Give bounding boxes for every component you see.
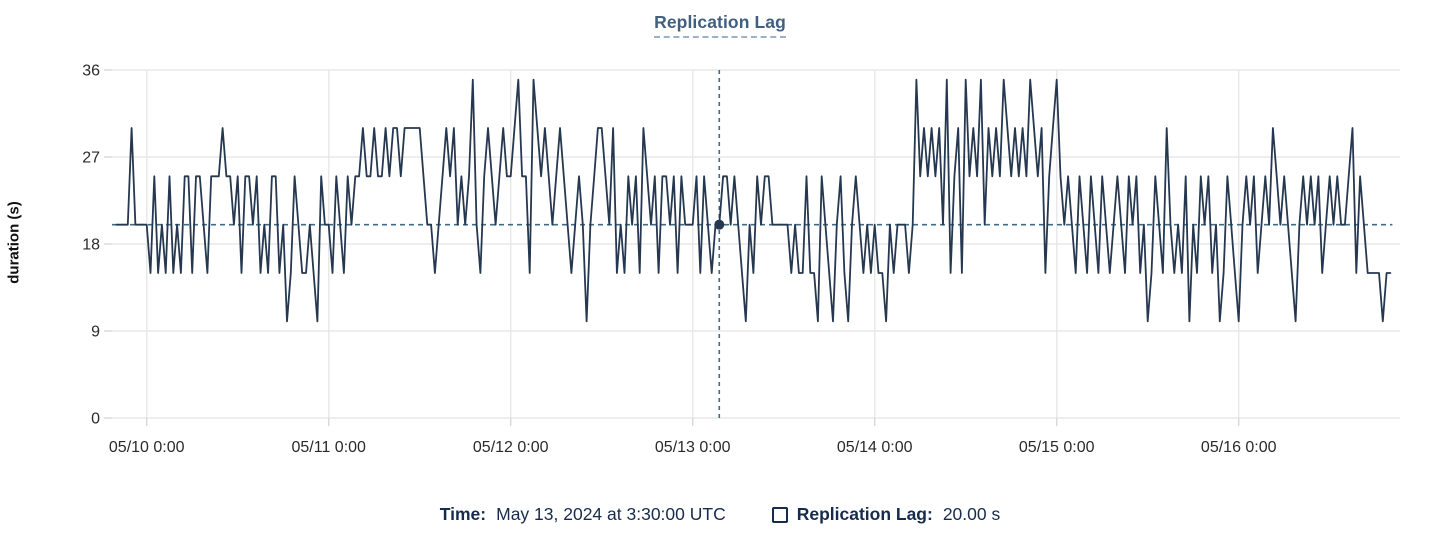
chart-title[interactable]: Replication Lag: [654, 12, 786, 38]
x-tick-label: 05/11 0:00: [292, 439, 367, 456]
tooltip-series-value: 20.00 s: [942, 504, 1001, 524]
x-tick-label: 05/13 0:00: [655, 439, 731, 456]
tooltip-time-value: May 13, 2024 at 3:30:00 UTC: [496, 504, 726, 524]
x-tick-label: 05/15 0:00: [1019, 439, 1095, 456]
replication-lag-series-line: [115, 78, 1392, 323]
plot-area[interactable]: 0 9 18 27 36 05/10 0:00 05/11 0:00 05/12 0:00 05…: [0, 0, 1440, 475]
y-tick-label: 27: [82, 150, 100, 167]
legend-item-replication-lag[interactable]: Replication Lag:: [771, 504, 933, 525]
legend-swatch-icon: [771, 506, 788, 523]
hover-tooltip-footer: Time: May 13, 2024 at 3:30:00 UTC Replic…: [0, 504, 1440, 525]
tooltip-time-label: Time:: [439, 504, 487, 524]
x-tick-label: 05/14 0:00: [837, 439, 913, 456]
x-tick-label: 05/12 0:00: [473, 439, 549, 456]
x-tick-label: 05/10 0:00: [109, 439, 185, 456]
hovered-data-point-dot: [714, 219, 725, 230]
y-tick-label: 18: [82, 237, 100, 254]
y-tick-label: 9: [91, 324, 100, 341]
y-tick-label: 36: [82, 63, 100, 80]
tooltip-series-label: Replication Lag:: [796, 504, 933, 524]
chart-title-row: Replication Lag: [0, 12, 1440, 38]
y-tick-label: 0: [91, 411, 100, 428]
x-tick-label: 05/16 0:00: [1201, 439, 1277, 456]
